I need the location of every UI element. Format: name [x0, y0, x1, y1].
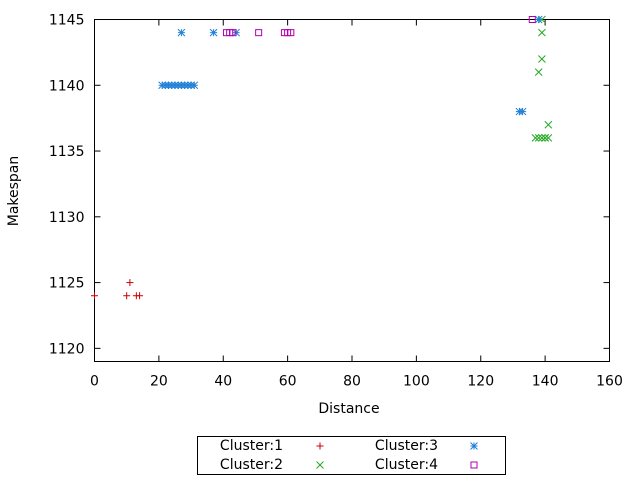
legend-label-cluster-3: Cluster:3 [375, 438, 438, 454]
plot-area-border [94, 19, 610, 362]
x-tick-label: 20 [150, 374, 168, 390]
data-point-cluster-2 [538, 55, 546, 63]
data-point-cluster-4 [255, 29, 263, 37]
legend-marker-cluster-2 [316, 461, 324, 469]
data-point-cluster-3 [518, 107, 527, 116]
data-point-cluster-2 [541, 134, 549, 142]
legend-marker-cluster-4 [470, 461, 478, 469]
data-point-cluster-2 [538, 134, 546, 142]
data-point-cluster-2 [534, 134, 543, 142]
y-tick-label: 1145 [49, 13, 85, 29]
x-tick-label: 100 [403, 374, 430, 390]
data-point-cluster-1 [123, 292, 131, 300]
x-tick-label: 120 [467, 374, 494, 390]
data-point-cluster-2 [531, 134, 540, 142]
data-point-cluster-1 [91, 292, 98, 300]
data-point-cluster-4 [287, 29, 295, 37]
x-tick-label: 40 [214, 374, 232, 390]
data-point-cluster-4 [229, 29, 237, 37]
x-axis: 0 20 40 60 80 100 120 140 160 [90, 19, 623, 390]
data-point-cluster-3 [534, 15, 543, 24]
legend-label-cluster-2: Cluster:2 [220, 457, 283, 473]
data-point-cluster-3 [177, 28, 186, 37]
x-tick-label: 0 [90, 374, 99, 390]
y-tick-label: 1120 [49, 341, 85, 357]
x-axis-title: Distance [318, 401, 379, 417]
data-point-cluster-1 [126, 279, 134, 287]
data-point-cluster-3 [190, 81, 199, 90]
y-tick-label: 1140 [49, 78, 85, 94]
legend: Cluster:1 Cluster:2 Cluster:3 Cluster:4 [197, 436, 506, 475]
data-point-cluster-3 [209, 28, 218, 37]
data-point-cluster-4 [528, 16, 536, 23]
legend-marker-cluster-3 [470, 442, 478, 450]
data-points [91, 15, 553, 300]
x-tick-label: 60 [279, 374, 297, 390]
y-axis-title: Makespan [6, 156, 22, 227]
y-tick-label: 1130 [49, 210, 85, 226]
legend-label-cluster-4: Cluster:4 [375, 457, 438, 473]
y-tick-label: 1135 [49, 144, 85, 160]
data-point-cluster-2 [544, 134, 553, 142]
x-tick-label: 160 [596, 374, 623, 390]
x-tick-label: 140 [532, 374, 559, 390]
legend-marker-cluster-1 [316, 442, 324, 450]
legend-label-cluster-1: Cluster:1 [220, 438, 283, 454]
y-tick-label: 1125 [49, 276, 85, 292]
data-point-cluster-2 [534, 68, 543, 76]
data-point-cluster-2 [544, 120, 553, 129]
y-axis: 1120 1125 1130 1135 1140 1145 [49, 13, 610, 357]
data-point-cluster-2 [538, 28, 546, 37]
legend-box [197, 436, 506, 475]
x-tick-label: 80 [343, 374, 361, 390]
data-point-cluster-1 [136, 292, 144, 300]
